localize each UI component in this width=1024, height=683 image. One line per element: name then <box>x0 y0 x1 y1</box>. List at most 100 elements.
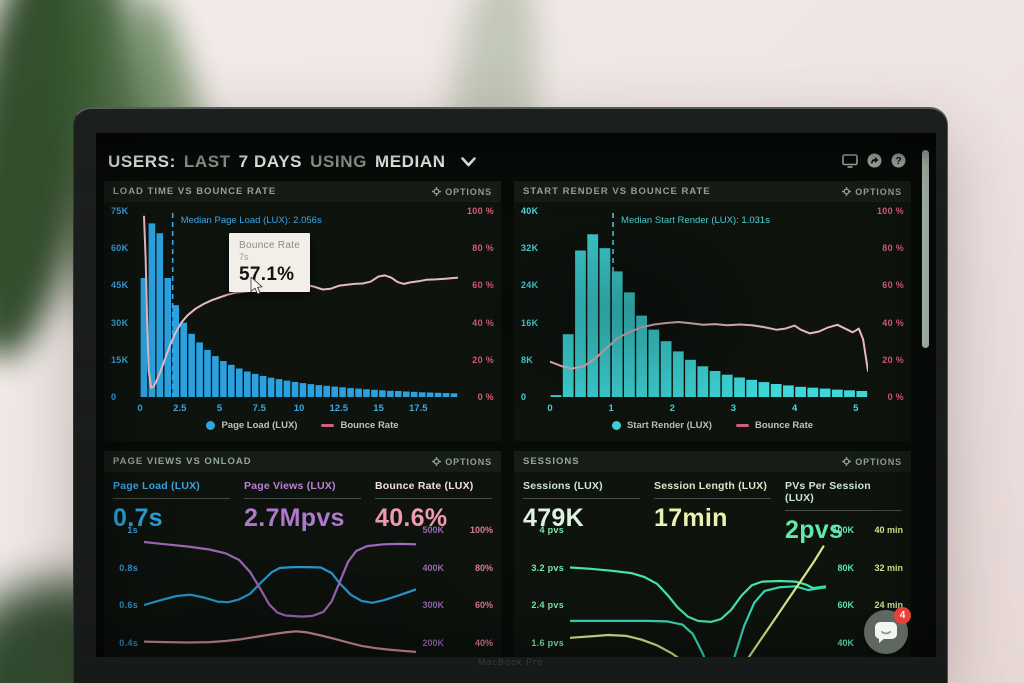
y-tick-right: 60K 24 min <box>837 600 903 610</box>
svg-text:?: ? <box>895 156 901 167</box>
y-tick-left: 0.6s <box>119 600 138 610</box>
chart-legend: Page Load (LUX) Bounce Rate <box>104 420 501 431</box>
x-axis: 0 2.5 5 7.5 10 12.5 15 17.5 <box>104 403 501 415</box>
y-tick-left: 0.8s <box>119 562 138 573</box>
tooltip-value: 57.1% <box>239 264 295 285</box>
median-annotation: Median Page Load (LUX): 2.056s <box>180 215 322 226</box>
x-tick: 3 <box>730 403 737 414</box>
options-button[interactable]: OPTIONS <box>432 187 492 197</box>
legend-item[interactable]: Start Render (LUX) <box>611 420 712 431</box>
panel-title: SESSIONS <box>523 456 580 467</box>
y-tick-right: 20 % <box>472 354 494 365</box>
stat-value: 479K <box>523 504 584 532</box>
sessions-chart-canvas <box>570 545 826 657</box>
x-tick: 0 <box>137 403 143 414</box>
x-tick: 7.5 <box>252 403 266 414</box>
users-range-dropdown[interactable]: USERS: LAST 7 DAYS USING MEDIAN <box>108 149 476 175</box>
header-range-value: 7 DAYS <box>238 152 303 171</box>
y-axis-left: 40K 32K 24K 16K 8K 0 <box>521 206 547 402</box>
y-tick-right: 80 % <box>472 243 494 254</box>
y-tick-right: 80 % <box>882 243 904 254</box>
legend-item[interactable]: Bounce Rate <box>321 420 399 431</box>
y-tick-left: 15K <box>111 354 129 365</box>
legend-dash-icon <box>321 424 335 427</box>
stat-label: Sessions (LUX) <box>523 480 640 499</box>
share-icon[interactable] <box>867 153 882 168</box>
chat-launcher-button[interactable]: 4 <box>864 607 911 654</box>
chat-bubble-icon <box>875 622 897 643</box>
y-tick-right: 40 % <box>882 317 904 328</box>
stat-label: Bounce Rate (LUX) <box>375 480 492 499</box>
tooltip-title: Bounce Rate <box>239 240 301 251</box>
stat-value: 2pvs <box>785 516 844 544</box>
header-metric-value: MEDIAN <box>374 152 446 171</box>
stat-label: Page Load (LUX) <box>113 480 230 499</box>
y-tick-right: 80K 32 min <box>837 562 903 573</box>
y-tick-left: 60K <box>111 243 129 254</box>
y-tick-right: 20 % <box>882 354 904 365</box>
chevron-down-icon <box>460 157 476 167</box>
x-tick: 0 <box>547 403 553 414</box>
stat-bounce-rate: Bounce Rate (LUX) 40.6% <box>375 480 501 533</box>
y-tick-right: 500K 100% <box>422 525 493 535</box>
y-tick-right: 400K 80% <box>422 562 493 573</box>
stat-label: PVs Per Session (LUX) <box>785 480 902 511</box>
gear-icon <box>842 187 852 196</box>
display-icon[interactable] <box>842 153 858 168</box>
x-tick: 2.5 <box>173 403 187 414</box>
y-tick-left: 45K <box>111 280 129 291</box>
y-tick-left: 0.4s <box>119 637 138 648</box>
legend-label: Start Render (LUX) <box>626 420 712 431</box>
x-tick: 5 <box>853 403 859 414</box>
page-views-chart-canvas <box>144 540 416 654</box>
options-button[interactable]: OPTIONS <box>432 457 492 467</box>
help-icon[interactable]: ? <box>891 153 906 168</box>
x-tick: 5 <box>216 403 223 414</box>
x-tick: 12.5 <box>329 403 349 414</box>
y-tick-right: 100 % <box>466 206 494 216</box>
x-tick: 2 <box>669 403 675 414</box>
panel-title: PAGE VIEWS VS ONLOAD <box>113 456 252 467</box>
header-using-label: USING <box>310 152 367 171</box>
header-range-label: LAST <box>183 152 231 171</box>
laptop-brand-label: MacBook Pro <box>477 657 544 667</box>
vertical-scrollbar[interactable] <box>922 150 929 348</box>
gear-icon <box>842 457 852 466</box>
y-tick-left: 3.2 pvs <box>531 562 564 573</box>
panel-page-views-vs-onload: PAGE VIEWS VS ONLOAD OPTIONS Page Load (… <box>104 451 501 657</box>
legend-item[interactable]: Page Load (LUX) <box>206 420 297 431</box>
y-tick-right: 60 % <box>472 280 494 291</box>
legend-item[interactable]: Bounce Rate <box>735 420 814 431</box>
y-tick-right: 300K 60% <box>422 600 493 610</box>
stat-sessions: Sessions (LUX) 479K <box>523 480 654 545</box>
header-prefix: USERS: <box>108 152 176 171</box>
legend-label: Bounce Rate <box>340 420 399 431</box>
legend-label: Page Load (LUX) <box>221 420 298 431</box>
x-tick: 4 <box>791 403 798 414</box>
gear-icon <box>432 187 442 196</box>
chart-legend: Start Render (LUX) Bounce Rate <box>514 420 911 431</box>
y-tick-right: 0 % <box>887 392 904 402</box>
panel-title: LOAD TIME VS BOUNCE RATE <box>113 186 277 197</box>
y-tick-left: 2.4 pvs <box>531 600 564 610</box>
x-tick: 10 <box>293 403 305 414</box>
y-tick-left: 4 pvs <box>539 525 564 535</box>
x-axis: 0 1 2 3 4 5 <box>514 403 911 415</box>
y-tick-right: 60 % <box>882 280 904 291</box>
dashboard-screen: USERS: LAST 7 DAYS USING MEDIAN ? <box>96 133 936 657</box>
stat-label: Page Views (LUX) <box>244 480 361 499</box>
legend-label: Bounce Rate <box>754 420 814 431</box>
y-tick-right: 100K 40 min <box>832 525 903 535</box>
legend-dash-icon <box>735 424 749 427</box>
y-tick-right: 100 % <box>876 206 904 216</box>
y-tick-right: 40 % <box>472 317 494 328</box>
gear-icon <box>432 457 442 466</box>
y-axis-right: 100 % 80 % 60 % 40 % 20 % 0 % <box>458 206 494 402</box>
options-button[interactable]: OPTIONS <box>842 187 902 197</box>
stat-value: 0.7s <box>113 504 163 532</box>
y-axis-right: 100 % 80 % 60 % 40 % 20 % 0 % <box>868 206 904 402</box>
panel-load-time-vs-bounce-rate: LOAD TIME VS BOUNCE RATE OPTIONS 75K 60K 4… <box>104 181 501 441</box>
panel-sessions: SESSIONS OPTIONS Sessions (LUX) 479K Ses… <box>514 451 911 657</box>
y-axis-left: 75K 60K 45K 30K 15K 0 <box>111 206 137 402</box>
options-button[interactable]: OPTIONS <box>842 457 902 467</box>
